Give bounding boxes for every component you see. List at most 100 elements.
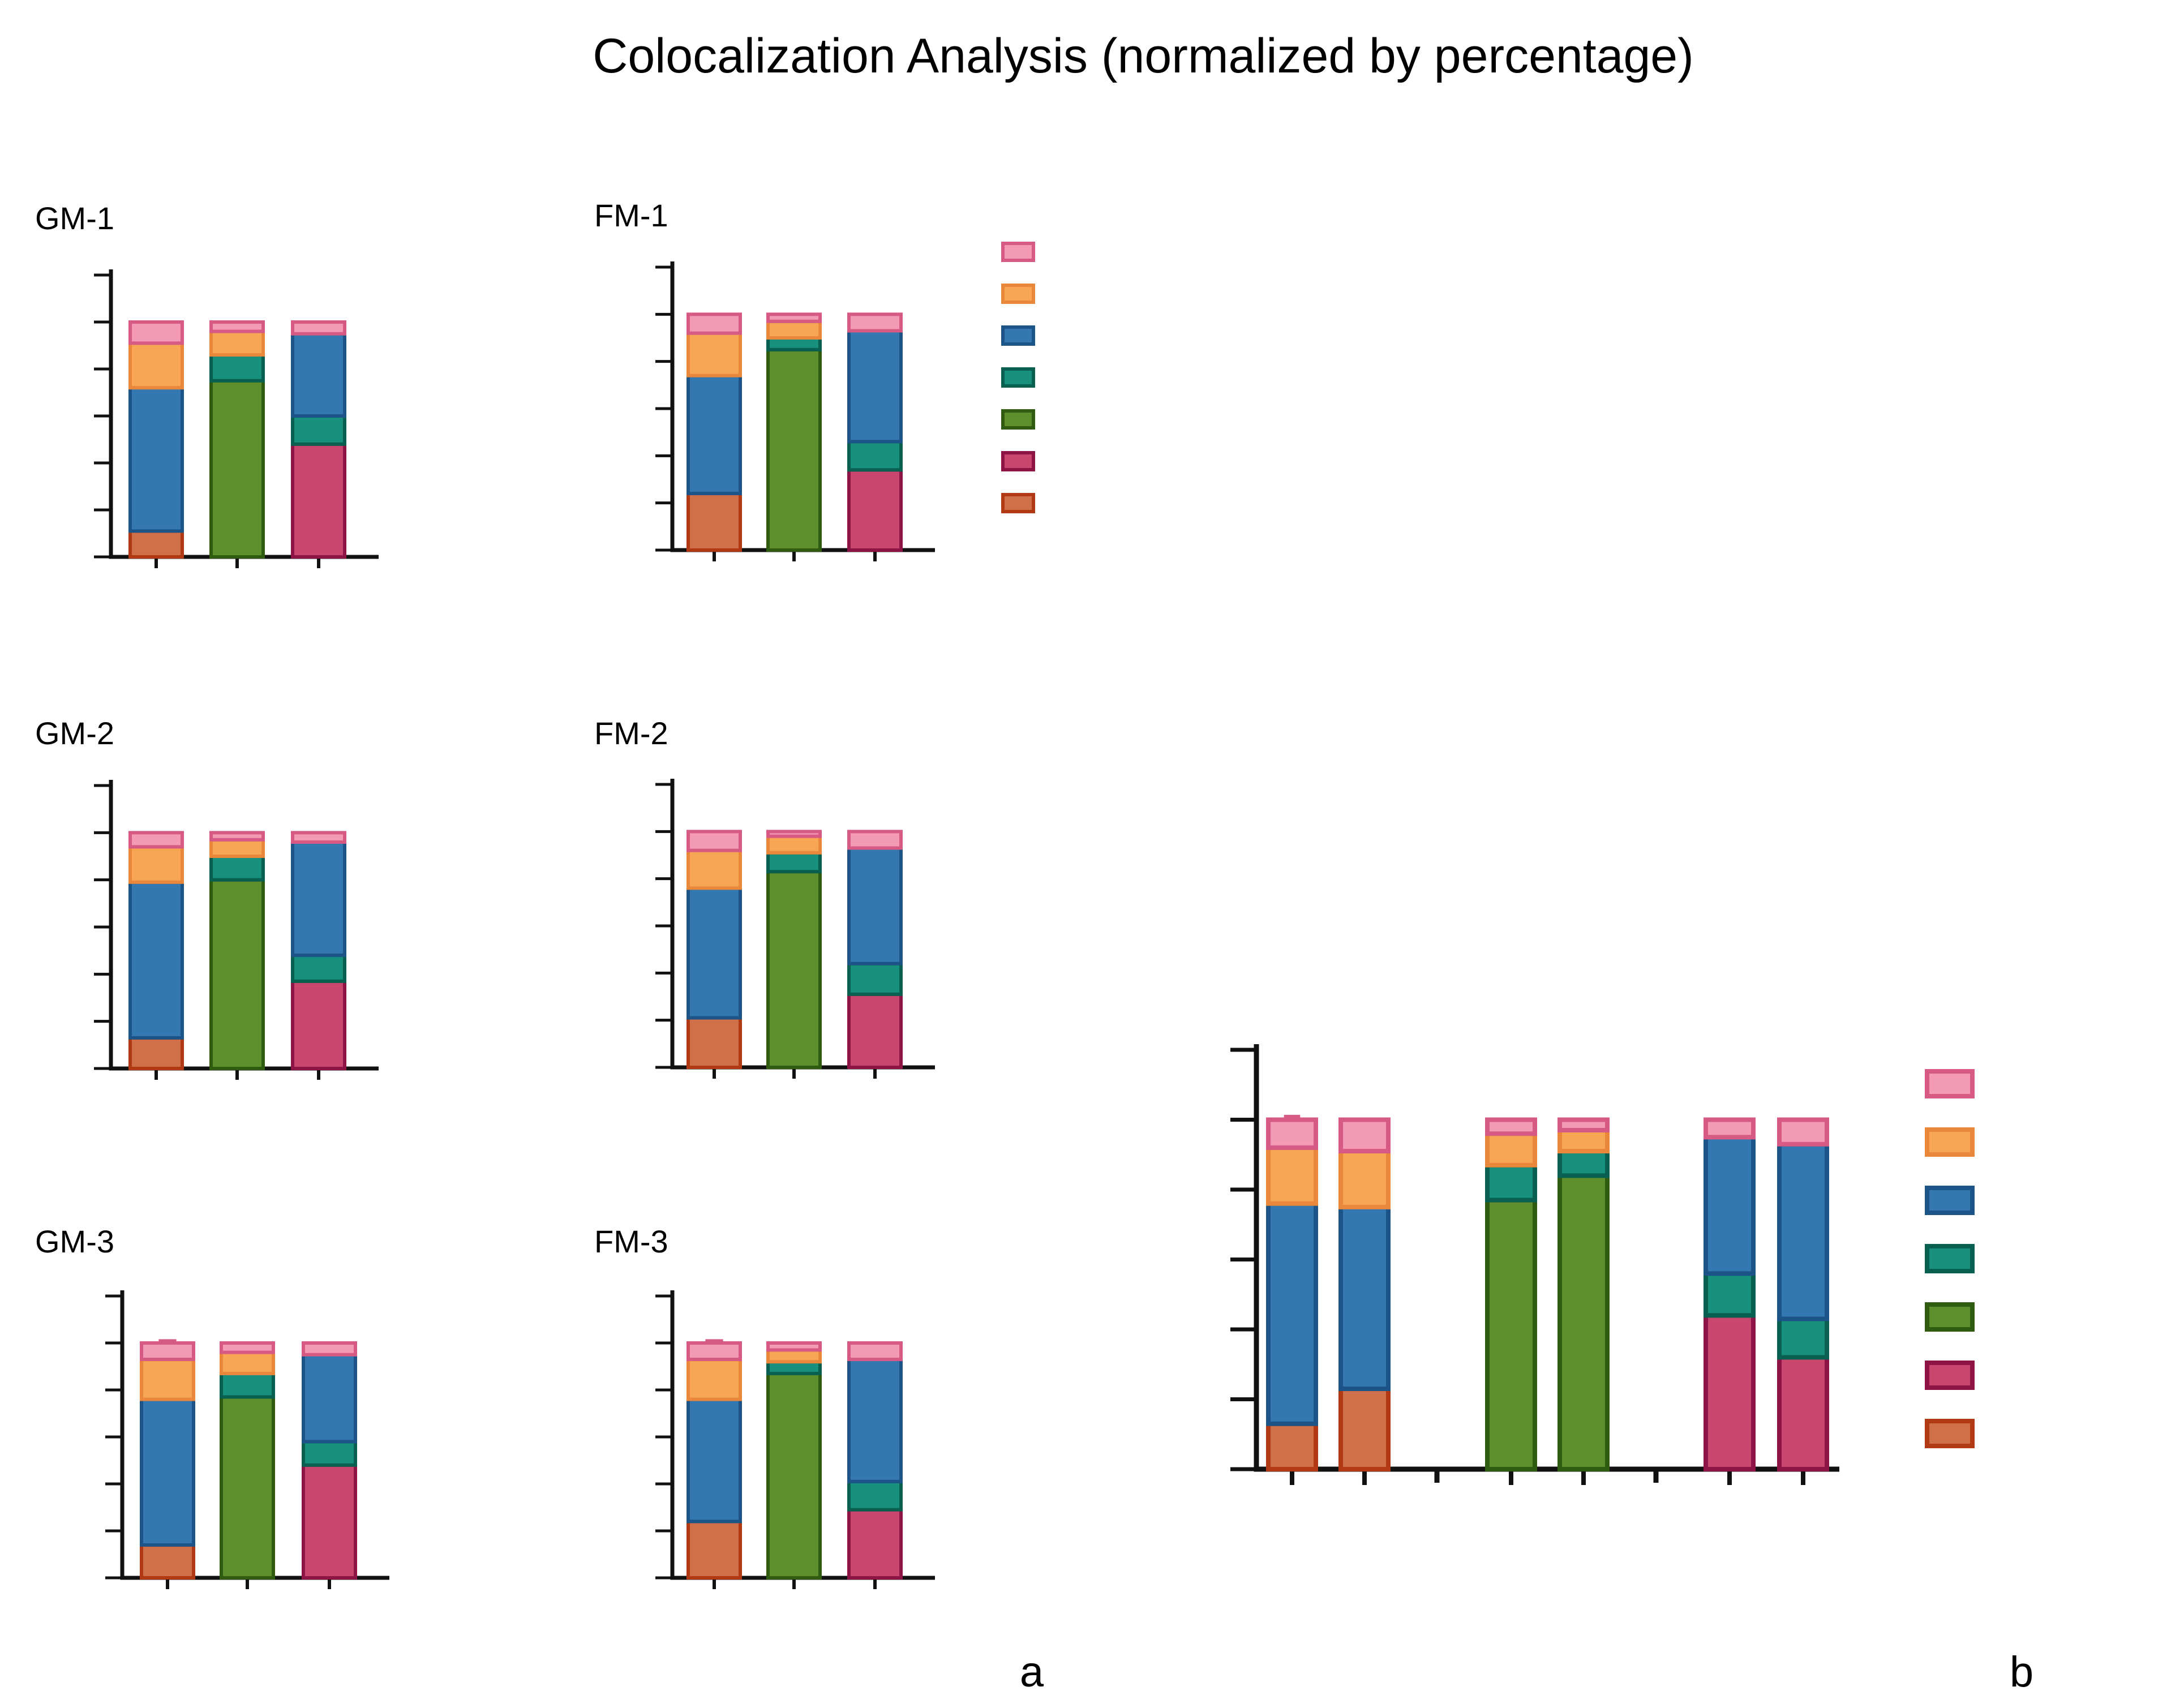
bar-segment-combined-gm-cd81-spot-cd63-81 [1266,1145,1318,1206]
legend_a-swatch-cd9-81-63 [1001,242,1035,262]
legend_b-swatch-cd9-63 [1925,1244,1975,1273]
legend_b-swatch-cd63 [1925,1302,1975,1332]
bar-segment-gm-1-cd9-spot-cd9-63 [291,414,346,446]
legend_a-swatch-cd9-63 [1001,367,1035,388]
bar-segment-fm-3-cd81-spot-cd63-81 [686,1358,742,1401]
bar-segment-gm-3-cd81-spot-cd63-81 [140,1358,195,1401]
chart-title-fm-3: FM-3 [594,1224,668,1259]
bar-segment-fm-2-cd63-spot-cd9-63 [766,851,822,874]
charts-layer [94,261,1839,1589]
bar-segment-gm-1-cd9-spot-cd9 [291,442,346,559]
bar-segment-fm-1-cd63-spot-cd9-63 [766,336,822,351]
bar-segment-combined-gm-cd81-spot-cd9-81-63 [1266,1117,1318,1150]
chart-title-gm-1: GM-1 [35,200,114,236]
bar-segment-gm-2-cd81-spot-cd63-81 [128,845,184,884]
bar-segment-combined-gm-cd81-spot-cd81 [1266,1421,1318,1472]
bar-segment-fm-3-cd81-spot-cd9-81-63 [686,1341,742,1362]
bar-segment-combined-gm-cd63-spot-cd63-81 [1485,1131,1537,1168]
bar-segment-combined-gm-cd63-spot-cd9-81-63 [1485,1117,1537,1136]
legend_b-swatch-cd9-81 [1925,1186,1975,1215]
bar-segment-gm-3-cd9-spot-cd9-63 [302,1440,357,1467]
bar-segment-fm-3-cd9-spot-cd9-63 [847,1479,903,1512]
bar-segment-fm-2-cd81-spot-cd63-81 [686,848,742,890]
bar-segment-fm-3-cd9-spot-cd9-81-63 [847,1341,903,1362]
bar-segment-combined-gm-cd63-spot-cd63 [1485,1198,1537,1471]
bar-segment-gm-1-cd63-spot-cd9-63 [209,353,265,383]
legend_a-swatch-cd81 [1001,493,1035,513]
bar-segment-fm-1-cd9-spot-cd9-63 [847,440,903,472]
bar-segment-fm-2-cd81-spot-cd9-81-63 [686,830,742,852]
bar-segment-gm-2-cd9-spot-cd9 [291,979,346,1071]
bar-segment-gm-1-cd9-spot-cd9-81 [291,332,346,418]
bar-segment-combined-fm-cd63-spot-cd63-81 [1557,1128,1610,1154]
bar-segment-combined-fm-cd9-spot-cd9-81-63 [1777,1117,1829,1147]
legend_b-swatch-cd9 [1925,1361,1975,1390]
bar-segment-gm-2-cd9-spot-cd9-63 [291,954,346,983]
bar-segment-combined-fm-cd63-spot-cd9-81-63 [1557,1117,1610,1133]
bar-segment-combined-gm-cd9-spot-cd9-81-63 [1704,1117,1756,1140]
bar-segment-combined-gm-cd9-spot-cd9-63 [1704,1271,1756,1318]
bar-segment-combined-gm-cd9-spot-cd9-81 [1704,1135,1756,1276]
bar-segment-combined-fm-cd63-spot-cd63 [1557,1173,1610,1472]
bar-segment-gm-2-cd81-spot-cd9-81-63 [128,831,184,849]
bar-segment-fm-2-cd81-spot-cd9-81 [686,886,742,1020]
bar-segment-combined-fm-cd9-spot-cd9 [1777,1355,1829,1471]
bar-segment-combined-fm-cd81-spot-cd9-81 [1338,1204,1391,1391]
legends-layer [1001,242,1975,1448]
bar-segment-fm-1-cd81-spot-cd9-81-63 [686,312,742,335]
bar-segment-gm-3-cd81-spot-cd9-81 [140,1397,195,1547]
bar-segment-combined-gm-cd9-spot-cd9 [1704,1313,1756,1472]
legend_b-swatch-cd9-81-63 [1925,1069,1975,1098]
bar-segment-gm-3-cd63-spot-cd63-81 [220,1350,275,1375]
bar-segment-combined-fm-cd81-spot-cd9-81-63 [1338,1117,1391,1154]
bar-segment-gm-3-cd9-spot-cd9 [302,1463,357,1580]
legend_b-swatch-cd81 [1925,1419,1975,1448]
bar-segment-gm-1-cd81-spot-cd9-81-63 [128,320,184,345]
bar-segment-fm-2-cd9-spot-cd9-81 [847,846,903,965]
bar-segment-gm-3-cd9-spot-cd9-81-63 [302,1341,357,1357]
bar-segment-fm-2-cd9-spot-cd9 [847,992,903,1070]
bar-segment-gm-2-cd63-spot-cd63-81 [209,838,265,859]
bar-segment-gm-2-cd63-spot-cd63 [209,878,265,1070]
bar-segment-fm-2-cd63-spot-cd63-81 [766,834,822,855]
bar-segment-fm-3-cd81-spot-cd9-81 [686,1397,742,1524]
chart-title-fm-1: FM-1 [594,198,668,233]
bar-segment-fm-1-cd9-spot-cd9-81 [847,329,903,444]
bar-segment-gm-1-cd63-spot-cd63-81 [209,329,265,357]
bar-segment-gm-1-cd63-spot-cd63 [209,379,265,559]
bar-segment-gm-3-cd63-spot-cd63 [220,1395,275,1580]
bar-segment-fm-1-cd81-spot-cd63-81 [686,331,742,377]
bar-segment-gm-1-cd81-spot-cd9-81 [128,386,184,533]
bar-segment-gm-1-cd81-spot-cd81 [128,529,184,559]
bar-segment-combined-fm-cd81-spot-cd81 [1338,1386,1391,1472]
bar-segment-fm-2-cd9-spot-cd9-81-63 [847,830,903,850]
bar-segment-fm-3-cd9-spot-cd9-81 [847,1358,903,1483]
chart-title-gm-3: GM-3 [35,1224,114,1259]
bar-segment-combined-fm-cd81-spot-cd63-81 [1338,1149,1391,1209]
bar-segment-fm-1-cd63-spot-cd63-81 [766,319,822,340]
bar-segment-combined-fm-cd9-spot-cd9-63 [1777,1316,1829,1360]
bar-segment-fm-3-cd63-spot-cd63 [766,1371,822,1580]
panel-label-b: b [2010,1648,2033,1696]
figure-title: Colocalization Analysis (normalized by p… [593,29,1694,83]
legend_a-swatch-cd9-81 [1001,325,1035,346]
bar-segment-fm-1-cd9-spot-cd9 [847,468,903,552]
chart-title-gm-2: GM-2 [35,715,114,751]
legend_a-swatch-cd9 [1001,451,1035,471]
bar-segment-gm-3-cd81-spot-cd9-81-63 [140,1341,195,1362]
bar-segment-gm-2-cd81-spot-cd9-81 [128,880,184,1040]
bar-segment-gm-3-cd63-spot-cd9-63 [220,1371,275,1399]
bar-segment-combined-fm-cd9-spot-cd9-81 [1777,1141,1829,1321]
bar-segment-gm-1-cd9-spot-cd9-81-63 [291,320,346,336]
bar-segment-gm-3-cd81-spot-cd81 [140,1543,195,1580]
bar-segment-gm-1-cd81-spot-cd63-81 [128,341,184,390]
legend_a-swatch-cd63 [1001,409,1035,430]
bar-segment-gm-2-cd81-spot-cd81 [128,1036,184,1071]
bar-segment-fm-3-cd63-spot-cd63-81 [766,1348,822,1364]
bar-segment-fm-1-cd9-spot-cd9-81-63 [847,312,903,333]
bar-segment-combined-gm-cd81-spot-cd9-81 [1266,1201,1318,1426]
bar-segment-fm-2-cd81-spot-cd81 [686,1016,742,1069]
bar-segment-combined-fm-cd63-spot-cd9-63 [1557,1149,1610,1178]
bar-segment-fm-3-cd63-spot-cd9-63 [766,1360,822,1375]
